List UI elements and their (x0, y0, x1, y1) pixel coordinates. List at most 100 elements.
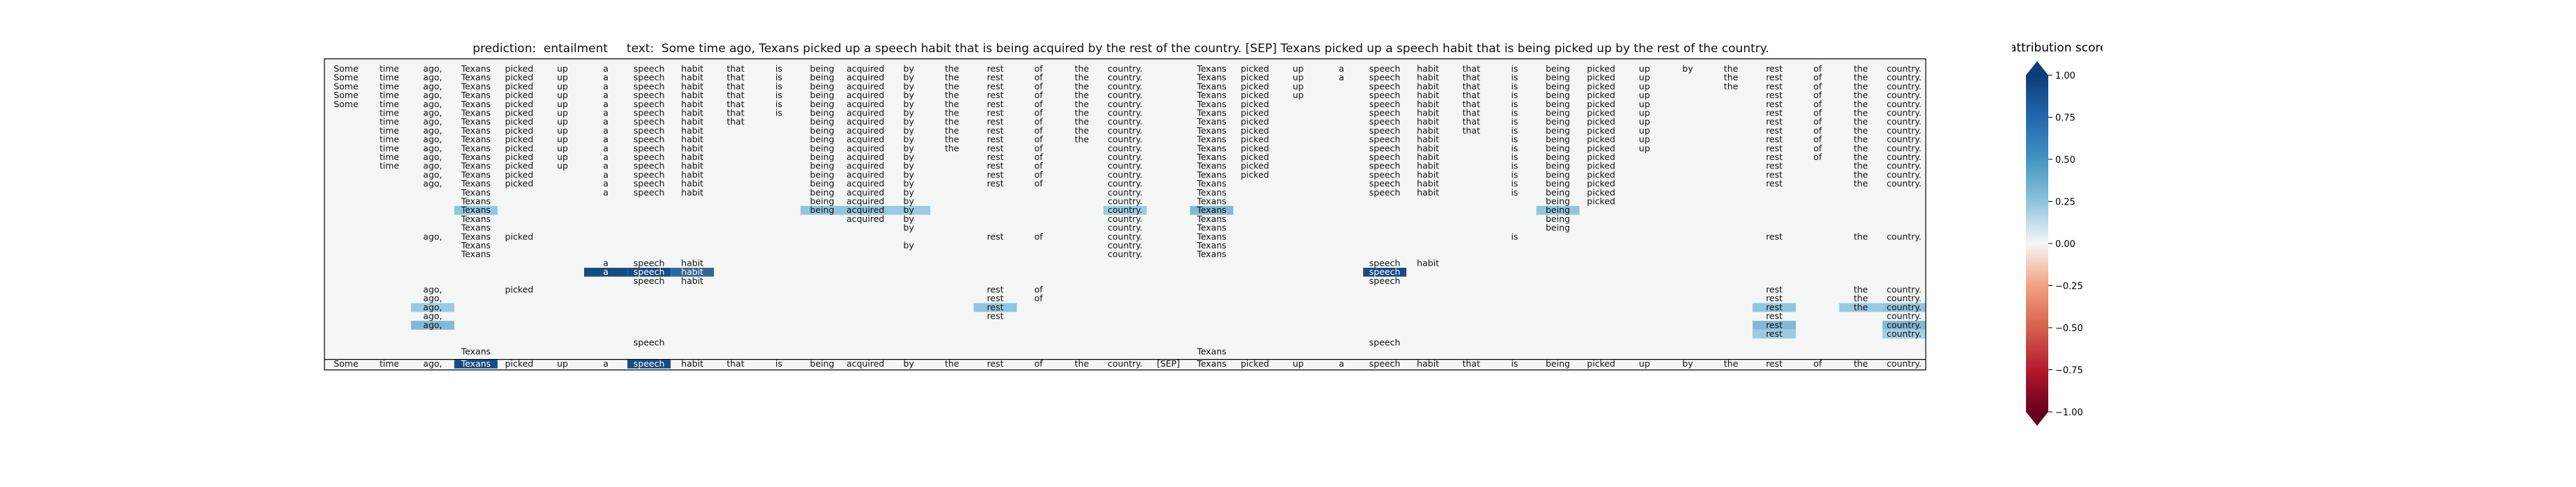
token-label: is (1511, 99, 1518, 109)
token-label: being (810, 196, 834, 207)
token-label: speech (634, 178, 665, 189)
token-label: by (904, 196, 915, 207)
token-label: country. (1108, 214, 1142, 224)
token-label: country. (1887, 161, 1922, 171)
token-label: picked (1587, 108, 1615, 118)
token-label: Texans (1196, 116, 1226, 127)
token-label: is (776, 99, 783, 109)
token-label: speech (1369, 63, 1401, 74)
token-label: speech (1369, 169, 1401, 179)
token-label: ago, (423, 358, 442, 369)
token-label: acquired (847, 205, 884, 215)
token-label: Texans (460, 134, 490, 145)
token-label: the (1724, 72, 1738, 83)
token-label: rest (1766, 143, 1782, 153)
token-label: speech (1369, 358, 1401, 369)
token-label: acquired (847, 116, 884, 127)
token-label: country. (1887, 63, 1922, 74)
token-label: Texans (460, 249, 490, 260)
token-label: habit (1417, 125, 1439, 136)
token-label: habit (1417, 178, 1439, 189)
token-label: the (1724, 358, 1738, 369)
colorbar-tick-label: 0.00 (2055, 239, 2075, 250)
token-label: country. (1108, 187, 1142, 198)
token-label: country. (1108, 90, 1142, 100)
token-label: up (557, 161, 568, 171)
token-label: the (1724, 81, 1738, 91)
token-label: habit (681, 276, 703, 286)
token-label: being (1546, 81, 1570, 91)
token-label: picked (1241, 99, 1269, 109)
colorbar-tick-label: −0.75 (2055, 366, 2083, 376)
token-label: picked (1241, 134, 1269, 145)
token-label: Texans (1196, 187, 1226, 198)
token-label: picked (1587, 178, 1615, 189)
token-label: up (557, 63, 568, 74)
token-label: the (1853, 116, 1868, 127)
token-label: up (557, 358, 568, 369)
token-label: by (904, 240, 915, 250)
attribution-cell (411, 321, 455, 330)
token-label: of (1035, 293, 1044, 303)
token-label: rest (987, 152, 1004, 162)
token-label: being (1546, 161, 1570, 171)
token-label: by (904, 125, 915, 136)
token-label: country. (1887, 143, 1922, 153)
token-label: ago, (423, 152, 442, 162)
token-label: Texans (1196, 125, 1226, 136)
token-label: rest (1766, 231, 1782, 241)
token-label: that (727, 72, 744, 83)
attribution-heatmap: Some time ago, Texans picked up a speech habit th… (324, 58, 1926, 373)
token-label: being (810, 90, 834, 100)
token-label: country. (1108, 223, 1142, 233)
token-label: habit (1417, 143, 1439, 153)
token-label: a (603, 81, 608, 91)
token-label: picked (1241, 116, 1269, 127)
token-label: speech (634, 152, 665, 162)
token-label: picked (1587, 187, 1615, 198)
token-label: the (1075, 72, 1090, 83)
token-label: acquired (847, 63, 884, 74)
token-label: speech (634, 161, 665, 171)
token-label: by (904, 169, 915, 179)
token-label: rest (1766, 302, 1782, 312)
token-label: country. (1108, 143, 1142, 153)
token-label: speech (634, 276, 665, 286)
token-label: up (1639, 90, 1650, 100)
token-label: up (1293, 90, 1304, 100)
token-label: speech (634, 99, 665, 109)
token-label: is (1511, 161, 1518, 171)
token-label: Texans (460, 152, 490, 162)
token-label: Texans (460, 223, 490, 233)
token-label: ago, (423, 63, 442, 74)
token-label: is (1511, 125, 1518, 136)
token-label: country. (1108, 125, 1142, 136)
colorbar-tick-label: 0.25 (2055, 198, 2075, 208)
token-label: habit (1417, 108, 1439, 118)
token-label: picked (505, 134, 533, 145)
token-label: of (1814, 134, 1823, 145)
token-label: a (603, 108, 608, 118)
token-label: time (379, 63, 400, 74)
token-label: rest (1766, 161, 1782, 171)
token-label: being (810, 161, 834, 171)
token-label: rest (1766, 134, 1782, 145)
token-label: ago, (423, 90, 442, 100)
token-label: Texans (1196, 143, 1226, 153)
token-label: by (904, 81, 915, 91)
token-label: Texans (1196, 358, 1226, 369)
token-label: the (1853, 152, 1868, 162)
token-label: of (1814, 152, 1823, 162)
token-label: rest (1766, 72, 1782, 83)
token-label: rest (1766, 169, 1782, 179)
token-label: a (603, 143, 608, 153)
token-label: picked (1587, 81, 1615, 91)
token-label: a (603, 266, 608, 277)
token-label: that (727, 63, 744, 74)
token-label: rest (987, 125, 1004, 136)
token-label: that (1463, 81, 1480, 91)
token-label: a (603, 169, 608, 179)
token-label: by (904, 99, 915, 109)
token-label: being (1546, 205, 1570, 215)
token-label: that (727, 108, 744, 118)
